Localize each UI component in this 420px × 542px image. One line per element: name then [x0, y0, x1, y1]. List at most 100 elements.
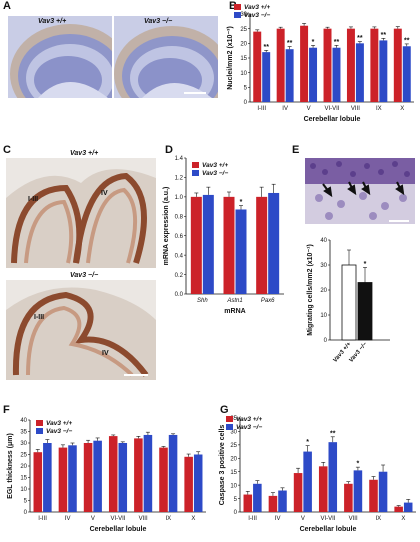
chart-b-bar — [262, 52, 271, 102]
chart-g-ytick-label: 30 — [230, 430, 237, 436]
chart-g-bar — [268, 495, 278, 512]
micrograph-a-wildtype: Vav3 +/+ — [8, 16, 112, 98]
micrograph-a-wildtype-label: Vav3 +/+ — [38, 18, 67, 25]
micrograph-a-knockout: Vav3 −/− — [114, 16, 218, 98]
chart-b-bar — [370, 28, 379, 103]
chart-g-bar — [243, 494, 253, 512]
chart-d-ytick-label: 0.8 — [175, 214, 184, 220]
chart-g-category-label: V — [301, 516, 305, 522]
chart-d-ytick-label: 0.4 — [175, 253, 184, 259]
chart-b-significance: ** — [357, 35, 363, 42]
chart-b-ytick-label: 30 — [240, 12, 247, 18]
chart-f-xlabel: Cerebellar lobule — [90, 526, 147, 533]
chart-d-xlabel: mRNA — [224, 308, 245, 315]
chart-g-legend-label: Vav3 +/+ — [236, 416, 262, 423]
chart-f-ytick-label: 0 — [24, 510, 28, 516]
chart-b-legend-label: Vav3 +/+ — [244, 4, 270, 11]
chart-f-ytick-label: 25 — [20, 453, 27, 459]
chart-b-category-label: IX — [376, 106, 382, 112]
chart-e-bar — [357, 282, 373, 341]
chart-g-bar — [318, 466, 328, 512]
chart-g-bar — [394, 506, 403, 512]
chart-g-significance: * — [357, 461, 360, 468]
chart-d-ytick-label: 0.0 — [175, 292, 184, 298]
chart-b-ytick-label: 20 — [240, 42, 247, 48]
chart-b-ytick-label: 10 — [240, 71, 247, 77]
chart-f-bar — [118, 443, 128, 512]
chart-f-bar — [134, 438, 143, 512]
chart-f-ytick-label: 30 — [20, 441, 27, 447]
chart-g-category-label: IX — [375, 516, 381, 522]
chart-f-bar — [83, 443, 93, 512]
chart-g-ytick-label: 25 — [230, 443, 237, 449]
micrograph-c-knockout-label: Vav3 −/− — [70, 272, 99, 279]
chart-g-legend-swatch — [226, 424, 233, 430]
chart-d-significance: * — [240, 199, 243, 206]
chart-f-category-label: V — [91, 516, 95, 522]
chart-f-bar — [159, 447, 168, 512]
chart-d-ytick-label: 1.2 — [175, 176, 184, 182]
chart-b-category-label: VIII — [351, 106, 360, 112]
chart-b-significance: ** — [334, 39, 340, 46]
chart-g-bar — [369, 479, 378, 512]
micrograph-c-wildtype-label: Vav3 +/+ — [70, 150, 99, 157]
chart-f-ylabel: EGL thickness (μm) — [7, 433, 14, 499]
chart-b-bar — [332, 47, 341, 102]
chart-g-bar — [303, 451, 312, 512]
chart-b-bar — [300, 25, 309, 102]
chart-d-bar — [268, 192, 280, 294]
chart-f-category-label: VIII — [139, 516, 148, 522]
panel-letter-d: D — [165, 144, 173, 156]
chart-g-xlabel: Cerebellar lobule — [300, 526, 357, 533]
chart-d-bar — [190, 196, 202, 294]
chart-d-category-label: Shh — [197, 298, 208, 304]
micrograph-c-ko-lobule-2: IV — [102, 350, 109, 357]
chart-b-significance: ** — [287, 40, 293, 47]
panel-letter-b: B — [229, 0, 237, 12]
chart-g-bar — [344, 483, 353, 512]
chart-b-bar — [402, 46, 411, 102]
chart-g-ylabel: Caspase 3 positive cells — [219, 425, 226, 506]
chart-f-ytick-label: 20 — [20, 464, 27, 470]
chart-b-bar — [253, 31, 262, 103]
chart-b-legend-label: Vav3 −/− — [244, 12, 270, 19]
chart-f-bar — [58, 447, 68, 512]
chart-d-bar — [235, 209, 247, 294]
chart-f-legend-swatch — [36, 420, 43, 426]
chart-f-category-label: IX — [165, 516, 171, 522]
chart-f-bar — [93, 440, 102, 512]
chart-g-significance: ** — [330, 430, 336, 437]
chart-e-ytick-label: 40 — [320, 238, 327, 244]
panel-letter-e: E — [292, 144, 300, 156]
chart-g-category-label: IV — [275, 516, 281, 522]
chart-g-ytick-label: 15 — [230, 470, 237, 476]
chart-d-ytick-label: 1.0 — [175, 195, 184, 201]
chart-e-ytick-label: 20 — [320, 288, 327, 294]
chart-g-ytick-label: 35 — [230, 416, 237, 422]
chart-g-category-label: VIII — [349, 516, 358, 522]
panel-letter-a: A — [3, 0, 11, 12]
panel-letter-f: F — [3, 404, 10, 416]
chart-f-bar — [168, 434, 178, 512]
panel-letter-g: G — [220, 404, 229, 416]
chart-f-bar — [193, 454, 203, 512]
chart-g-legend-label: Vav3 −/− — [236, 424, 262, 431]
chart-g-bar — [378, 471, 388, 512]
chart-b-category-label: V — [307, 106, 311, 112]
chart-d-legend-label: Vav3 +/+ — [202, 162, 228, 169]
chart-b-significance: ** — [381, 32, 387, 39]
chart-b-significance: * — [312, 39, 315, 46]
chart-b-bar — [393, 28, 402, 103]
chart-d-category-label: Pax6 — [261, 298, 275, 304]
chart-d-bar — [223, 196, 235, 294]
chart-g-ytick-label: 10 — [230, 483, 237, 489]
chart-f-ytick-label: 40 — [20, 418, 27, 424]
micrograph-e — [305, 158, 415, 224]
chart-e-bar — [341, 264, 357, 341]
chart-f-ytick-label: 35 — [20, 430, 27, 436]
panel-letter-c: C — [3, 144, 11, 156]
chart-g-category-label: X — [401, 516, 405, 522]
chart-d-ytick-label: 1.4 — [175, 156, 184, 162]
chart-e-ytick-label: 30 — [320, 263, 327, 269]
